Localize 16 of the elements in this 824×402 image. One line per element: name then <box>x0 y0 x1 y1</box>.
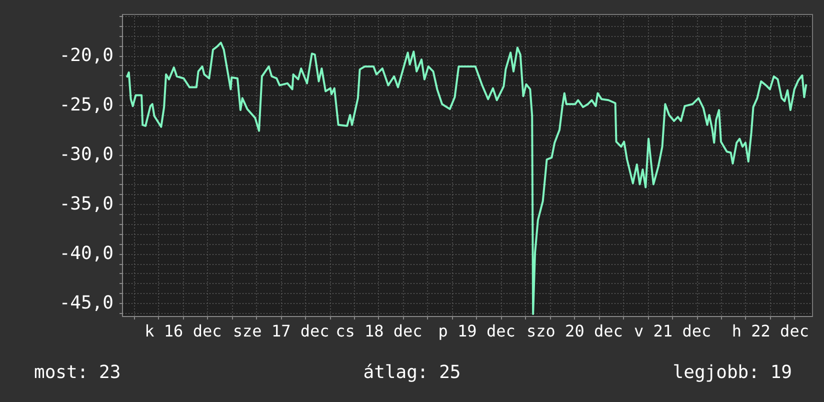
x-tick-label: v 21 dec <box>634 322 712 340</box>
y-tick-label: -35,0 <box>59 194 114 215</box>
x-tick-label: p 19 dec <box>438 322 516 340</box>
x-tick-label: cs 18 dec <box>336 322 422 340</box>
y-tick-label: -25,0 <box>59 94 114 116</box>
x-tick-label: sze 17 dec <box>232 322 330 340</box>
text: legjobb: 19 <box>672 362 792 383</box>
y-tick-label: -30,0 <box>59 144 114 166</box>
x-tick-label: szo 20 dec <box>526 322 623 340</box>
x-tick-label: k 16 dec <box>144 322 222 340</box>
y-tick-label: -40,0 <box>59 243 114 264</box>
text: átlag: 25 <box>363 362 461 383</box>
y-tick-label: -45,0 <box>59 292 114 314</box>
text: most: 23 <box>34 362 121 383</box>
y-tick-label: -20,0 <box>59 45 114 66</box>
x-tick-label: h 22 dec <box>732 322 809 340</box>
